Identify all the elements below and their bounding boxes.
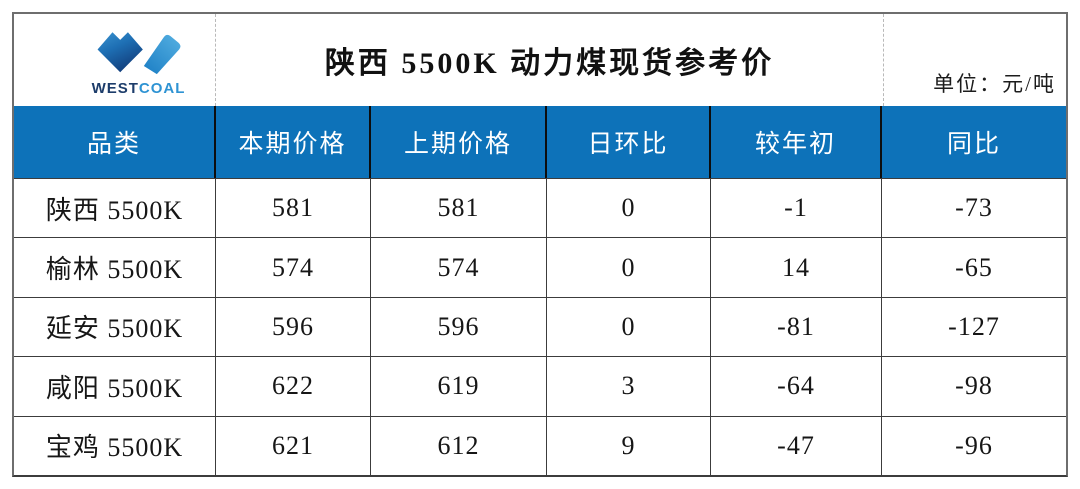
column-header-category: 品类 [14, 106, 216, 178]
unit-label: 单位：元/吨 [933, 72, 1056, 96]
row-label: 陕西 5500K [14, 179, 216, 238]
value-cell: 619 [371, 357, 547, 416]
value-cell: -96 [955, 430, 993, 460]
row-label: 宝鸡 5500K [14, 416, 216, 475]
value-cell: -81 [711, 297, 882, 357]
value-cell: 9 [547, 416, 711, 475]
westcoal-logo: WESTCOAL [92, 24, 186, 96]
table-row: 陕西 5500K 581 581 0 -1 -73 [14, 178, 1066, 238]
column-header-current-price: 本期价格 [216, 106, 371, 178]
value-cell: -64 [711, 357, 882, 416]
value-cell: 621 [216, 416, 371, 475]
value-cell: 0 [547, 179, 711, 238]
value-cell: -1 [711, 179, 882, 238]
value-cell: 0 [547, 238, 711, 297]
value-cell: -127 [948, 311, 1000, 341]
column-header-vs-year-start: 较年初 [711, 106, 882, 178]
column-header-yoy: 同比 [946, 131, 1001, 158]
table-header-row: 品类 本期价格 上期价格 日环比 较年初 同比 [14, 106, 1066, 178]
value-cell: 622 [216, 357, 371, 416]
value-cell: -73 [955, 193, 993, 223]
value-cell: -47 [711, 416, 882, 475]
table-row: 宝鸡 5500K 621 612 9 -47 -96 [14, 415, 1066, 475]
logo-cell: WESTCOAL [14, 14, 216, 106]
row-label: 咸阳 5500K [14, 357, 216, 416]
logo-text-west: WEST [91, 80, 139, 97]
value-cell: 574 [371, 238, 547, 297]
table-row: 榆林 5500K 574 574 0 14 -65 [14, 237, 1066, 297]
value-cell: 0 [547, 297, 711, 357]
column-header-daily-change: 日环比 [547, 106, 711, 178]
table-row: 延安 5500K 596 596 0 -81 -127 [14, 296, 1066, 357]
logo-text-coal: COAL [138, 80, 186, 97]
value-cell: 612 [371, 416, 547, 475]
title-cell: 陕西 5500K 动力煤现货参考价 [216, 14, 884, 106]
table-title-row: WESTCOAL 陕西 5500K 动力煤现货参考价 单位：元/吨 [14, 14, 1066, 106]
westcoal-w-icon [97, 32, 180, 75]
value-cell: 596 [371, 297, 547, 357]
value-cell: 596 [216, 297, 371, 357]
row-label: 榆林 5500K [14, 238, 216, 297]
page-title: 陕西 5500K 动力煤现货参考价 [324, 47, 775, 80]
value-cell: 3 [547, 357, 711, 416]
column-header-previous-price: 上期价格 [371, 106, 547, 178]
logo-wordmark: WESTCOAL [92, 81, 186, 96]
value-cell: 581 [216, 179, 371, 238]
value-cell: -98 [955, 371, 993, 401]
value-cell: 574 [216, 238, 371, 297]
table-body: 陕西 5500K 581 581 0 -1 -73 榆林 5500K 574 5… [14, 178, 1066, 475]
value-cell: 14 [711, 238, 882, 297]
table-row: 咸阳 5500K 622 619 3 -64 -98 [14, 356, 1066, 416]
price-table-sheet: WESTCOAL 陕西 5500K 动力煤现货参考价 单位：元/吨 品类 本期价… [12, 12, 1068, 477]
value-cell: -65 [955, 252, 993, 282]
value-cell: 581 [371, 179, 547, 238]
row-label: 延安 5500K [14, 297, 216, 357]
